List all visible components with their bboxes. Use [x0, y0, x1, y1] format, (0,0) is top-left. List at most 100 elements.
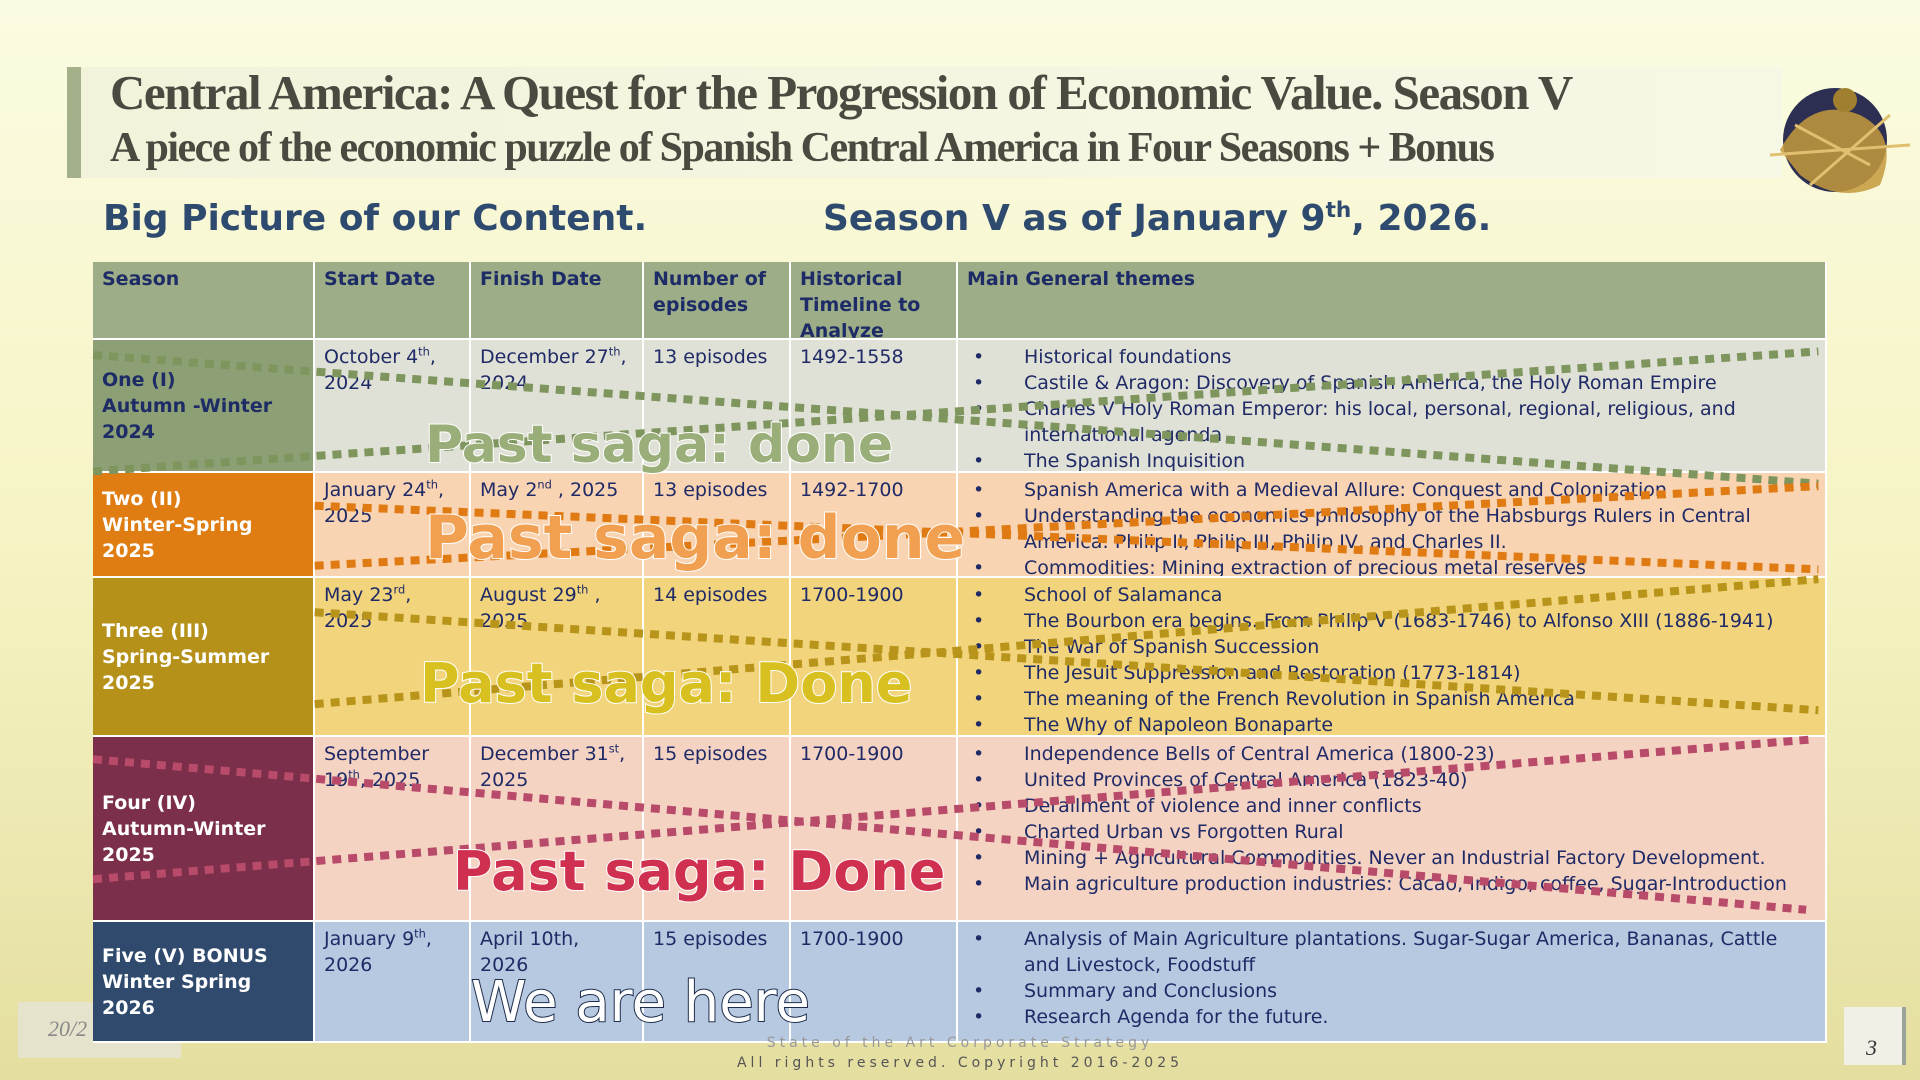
- strike-line: [92, 755, 1807, 914]
- page-number: 3: [1866, 1035, 1877, 1060]
- overlay-label: Past saga: Done: [452, 839, 946, 904]
- timeline: 1700-1900: [791, 922, 958, 1043]
- column-header: Main General themes: [958, 262, 1827, 340]
- strike-line: [314, 482, 1819, 570]
- text: , 2026.: [1351, 198, 1492, 239]
- season-cell: One (I) Autumn -Winter 2024: [93, 340, 315, 473]
- theme-item: Independence Bells of Central America (1…: [967, 741, 1816, 767]
- season-line: 2025: [102, 671, 155, 694]
- theme-list: Independence Bells of Central America (1…: [967, 741, 1816, 897]
- column-header: Start Date: [315, 262, 471, 340]
- finish-date: December 31st, 2025: [471, 737, 644, 922]
- season-line: Winter-Spring: [102, 513, 253, 536]
- text: October 4: [324, 346, 419, 368]
- text: Season V as of January 9: [823, 198, 1326, 239]
- section-heading: Big Picture of our Content.: [103, 198, 648, 239]
- text: , 2025: [551, 479, 619, 501]
- text: 1700-1900: [800, 584, 904, 606]
- theme-list: Analysis of Main Agriculture plantations…: [967, 926, 1816, 1030]
- episodes: 14 episodes: [644, 578, 791, 737]
- text: January 24: [324, 479, 427, 501]
- text: , 2025: [480, 743, 626, 791]
- season-line: Four (IV): [102, 791, 196, 814]
- text: , 2024: [324, 346, 436, 394]
- superscript: st: [608, 741, 620, 756]
- season-line: 2024: [102, 420, 155, 443]
- text: 15 episodes: [653, 743, 768, 765]
- overlay-label: Past saga: Done: [419, 651, 913, 716]
- superscript: th: [414, 926, 426, 941]
- start-date: September 19th, 2025: [315, 737, 471, 922]
- overlay-label: We are here: [470, 969, 811, 1036]
- episodes: 15 episodes: [644, 922, 791, 1043]
- text: 15 episodes: [653, 928, 768, 950]
- season-line: Autumn -Winter: [102, 394, 273, 417]
- date: 20/2: [48, 1016, 88, 1041]
- title-bar: [67, 67, 1782, 178]
- column-header: Season: [93, 262, 315, 340]
- start-date: May 23rd, 2025: [315, 578, 471, 737]
- season-line: 2025: [102, 539, 155, 562]
- finish-date: December 27th, 2024: [471, 340, 644, 473]
- slide-subtitle: A piece of the economic puzzle of Spanis…: [110, 125, 1495, 171]
- text: 13 episodes: [653, 346, 768, 368]
- overlay-label: Past saga: done: [424, 414, 894, 476]
- season-cell: Three (III) Spring-Summer 2025: [93, 578, 315, 737]
- season-line: Winter Spring 2026: [102, 970, 252, 1019]
- superscript: th: [348, 767, 360, 782]
- text: April 10th, 2026: [480, 928, 580, 976]
- section-heading: Season V as of January 9th, 2026.: [823, 198, 1491, 239]
- theme-item: School of Salamanca: [967, 582, 1816, 608]
- text: December 27: [480, 346, 609, 368]
- episodes: 13 episodes: [644, 473, 791, 578]
- strike-line: [314, 501, 1819, 574]
- theme-item: Commodities: Mining extraction of precio…: [967, 555, 1816, 576]
- themes-cell: Independence Bells of Central America (1…: [958, 737, 1827, 922]
- column-header: Historical Timeline to Analyze: [791, 262, 958, 340]
- season-line: One (I): [102, 368, 176, 391]
- superscript: nd: [537, 477, 552, 492]
- page-number-box: [1844, 1007, 1906, 1065]
- text: January 9: [324, 928, 415, 950]
- text: 1700-1900: [800, 928, 904, 950]
- theme-item: Analysis of Main Agriculture plantations…: [967, 926, 1816, 978]
- theme-item: The meaning of the French Revolution in …: [967, 686, 1816, 712]
- text: 1492-1700: [800, 479, 904, 501]
- strike-line: [92, 351, 1819, 488]
- text: December 31: [480, 743, 609, 765]
- text: , 2026: [324, 928, 432, 976]
- season-line: Spring-Summer: [102, 645, 270, 668]
- strike-line: [92, 347, 1819, 476]
- start-date: January 9th, 2026: [315, 922, 471, 1043]
- superscript: th: [1325, 198, 1352, 223]
- table: Season Start Date Finish Date Number of epi…: [93, 262, 1827, 1043]
- text: 1492-1558: [800, 346, 904, 368]
- strike-line: [314, 608, 1819, 715]
- theme-item: The Spanish Inquisition: [967, 448, 1816, 471]
- season-line: 2025: [102, 843, 155, 866]
- slide-title: Central America: A Quest for the Progres…: [110, 65, 1573, 120]
- superscript: th: [608, 344, 621, 359]
- season-cell: Five (V) BONUS Winter Spring 2026: [93, 922, 315, 1043]
- season-cell: Four (IV) Autumn-Winter 2025: [93, 737, 315, 922]
- season-line: Autumn-Winter: [102, 817, 266, 840]
- footer-line: All rights reserved. Copyright 2016-2025: [736, 1055, 1184, 1071]
- theme-item: Historical foundations: [967, 344, 1816, 370]
- finish-date: August 29th , 2025: [471, 578, 644, 737]
- superscript: th: [576, 582, 589, 597]
- finish-date: May 2nd , 2025: [471, 473, 644, 578]
- column-header: Number of episodes: [644, 262, 791, 340]
- text: May 2: [480, 479, 538, 501]
- text: 13 episodes: [653, 479, 768, 501]
- season-line: Five (V) BONUS: [102, 944, 268, 967]
- strike-line: [92, 735, 1811, 884]
- overlay-label: Past saga: done: [424, 502, 966, 574]
- column-header: Finish Date: [471, 262, 644, 340]
- decorative-image: [1769, 88, 1911, 193]
- text: , 2025: [359, 769, 421, 791]
- text: 14 episodes: [653, 584, 768, 606]
- text: 1700-1900: [800, 743, 904, 765]
- footer-line: State of the Art Corporate Strategy: [766, 1035, 1154, 1051]
